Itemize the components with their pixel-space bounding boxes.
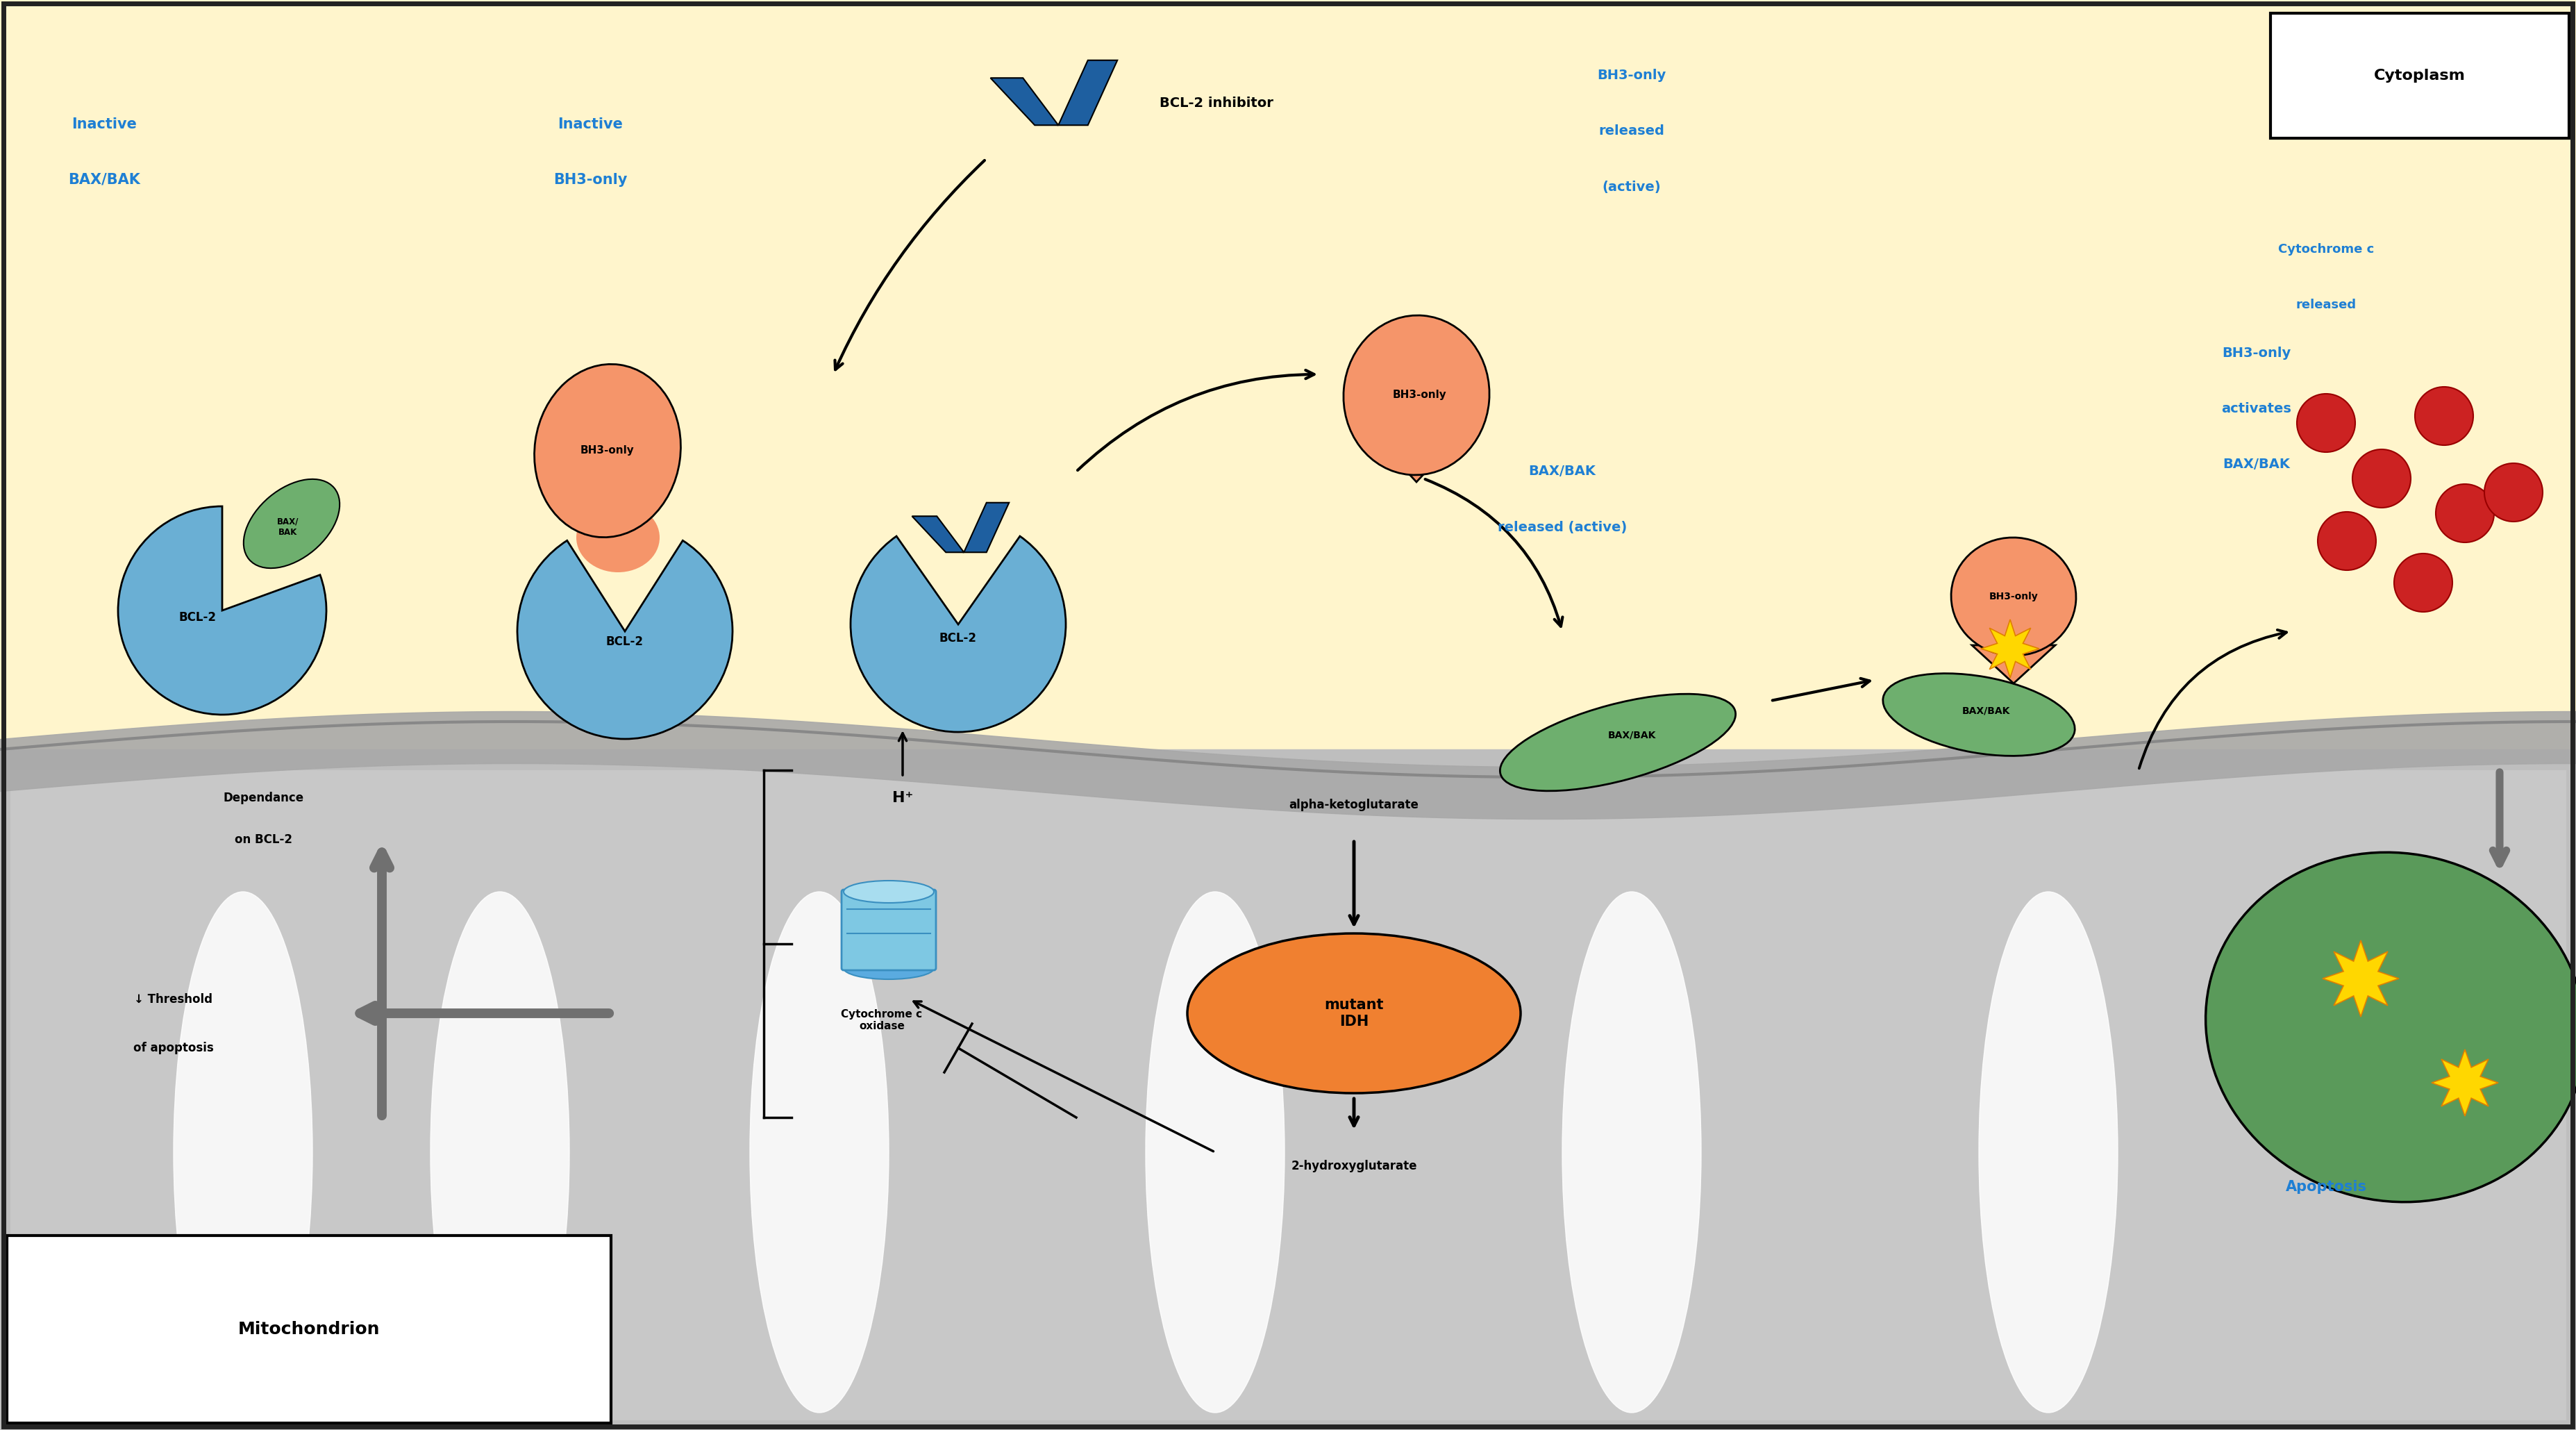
Text: released: released — [2295, 299, 2357, 312]
Polygon shape — [0, 749, 2576, 1430]
Text: mutant
IDH: mutant IDH — [1324, 998, 1383, 1028]
Ellipse shape — [1188, 934, 1520, 1093]
Polygon shape — [912, 516, 963, 552]
Circle shape — [2352, 449, 2411, 508]
Text: Cytochrome c
oxidase: Cytochrome c oxidase — [842, 1010, 922, 1031]
Ellipse shape — [1561, 892, 1700, 1413]
Circle shape — [2393, 553, 2452, 612]
Ellipse shape — [1146, 892, 1285, 1413]
FancyBboxPatch shape — [2269, 13, 2568, 139]
Polygon shape — [992, 79, 1059, 126]
Text: released: released — [1600, 124, 1664, 137]
Polygon shape — [2324, 941, 2398, 1017]
Text: BCL-2: BCL-2 — [605, 635, 644, 648]
Text: Inactive: Inactive — [556, 117, 623, 132]
Text: BAX/
BAK: BAX/ BAK — [278, 518, 299, 536]
Text: BH3-only: BH3-only — [580, 446, 634, 456]
Text: Apoptosis: Apoptosis — [2285, 1180, 2367, 1194]
Wedge shape — [118, 506, 327, 715]
Text: on BCL-2: on BCL-2 — [234, 834, 294, 847]
Wedge shape — [850, 536, 1066, 732]
Text: Mitochondrion: Mitochondrion — [237, 1321, 381, 1337]
Text: BCL-2: BCL-2 — [940, 632, 976, 645]
Polygon shape — [10, 771, 2566, 1420]
Polygon shape — [2432, 1050, 2499, 1115]
Text: Inactive: Inactive — [72, 117, 137, 132]
Text: BCL-2 inhibitor: BCL-2 inhibitor — [1159, 97, 1273, 110]
Ellipse shape — [1883, 674, 2074, 756]
Text: BAX/BAK: BAX/BAK — [2223, 458, 2290, 472]
Text: Cytoplasm: Cytoplasm — [2375, 69, 2465, 83]
Circle shape — [2318, 512, 2375, 571]
Polygon shape — [1376, 436, 1458, 482]
Text: BAX/BAK: BAX/BAK — [1607, 731, 1656, 741]
Ellipse shape — [2205, 852, 2576, 1203]
FancyBboxPatch shape — [8, 1236, 611, 1423]
Ellipse shape — [1950, 538, 2076, 655]
Polygon shape — [1059, 60, 1118, 126]
Circle shape — [2298, 393, 2354, 452]
Text: of apoptosis: of apoptosis — [134, 1042, 214, 1054]
Text: BH3-only: BH3-only — [1597, 69, 1667, 83]
Ellipse shape — [1345, 316, 1489, 475]
Text: BH3-only: BH3-only — [1989, 592, 2038, 602]
Ellipse shape — [430, 892, 569, 1413]
Text: BAX/BAK: BAX/BAK — [67, 173, 139, 187]
Polygon shape — [1981, 619, 2040, 678]
Ellipse shape — [842, 957, 935, 980]
Text: (active): (active) — [1602, 180, 1662, 193]
Text: released (active): released (active) — [1497, 521, 1628, 533]
Text: BAX/BAK: BAX/BAK — [1528, 465, 1597, 478]
Text: BH3-only: BH3-only — [1394, 390, 1448, 400]
Text: BH3-only: BH3-only — [2223, 347, 2290, 360]
Ellipse shape — [245, 479, 340, 568]
Circle shape — [2414, 388, 2473, 445]
Text: BH3-only: BH3-only — [554, 173, 626, 187]
Text: activates: activates — [2221, 402, 2293, 416]
Wedge shape — [518, 541, 732, 739]
FancyBboxPatch shape — [842, 889, 935, 970]
Text: ↓ Threshold: ↓ Threshold — [134, 994, 214, 1005]
Polygon shape — [1971, 645, 2056, 684]
Text: 2-hydroxyglutarate: 2-hydroxyglutarate — [1291, 1160, 1417, 1173]
Ellipse shape — [533, 365, 680, 538]
Ellipse shape — [1978, 892, 2117, 1413]
Text: BAX/BAK: BAX/BAK — [1963, 706, 2009, 716]
Text: BCL-2: BCL-2 — [180, 611, 216, 623]
Polygon shape — [963, 503, 1010, 552]
Circle shape — [2483, 463, 2543, 522]
Text: Dependance: Dependance — [224, 792, 304, 804]
Text: Cytochrome c: Cytochrome c — [2277, 243, 2375, 256]
Text: alpha-ketoglutarate: alpha-ketoglutarate — [1288, 799, 1419, 811]
Text: H⁺: H⁺ — [891, 791, 912, 805]
Ellipse shape — [842, 881, 935, 902]
Circle shape — [2437, 485, 2494, 542]
Ellipse shape — [173, 892, 312, 1413]
Ellipse shape — [750, 892, 889, 1413]
Ellipse shape — [1499, 694, 1736, 791]
Polygon shape — [0, 0, 2576, 749]
Ellipse shape — [577, 503, 659, 572]
